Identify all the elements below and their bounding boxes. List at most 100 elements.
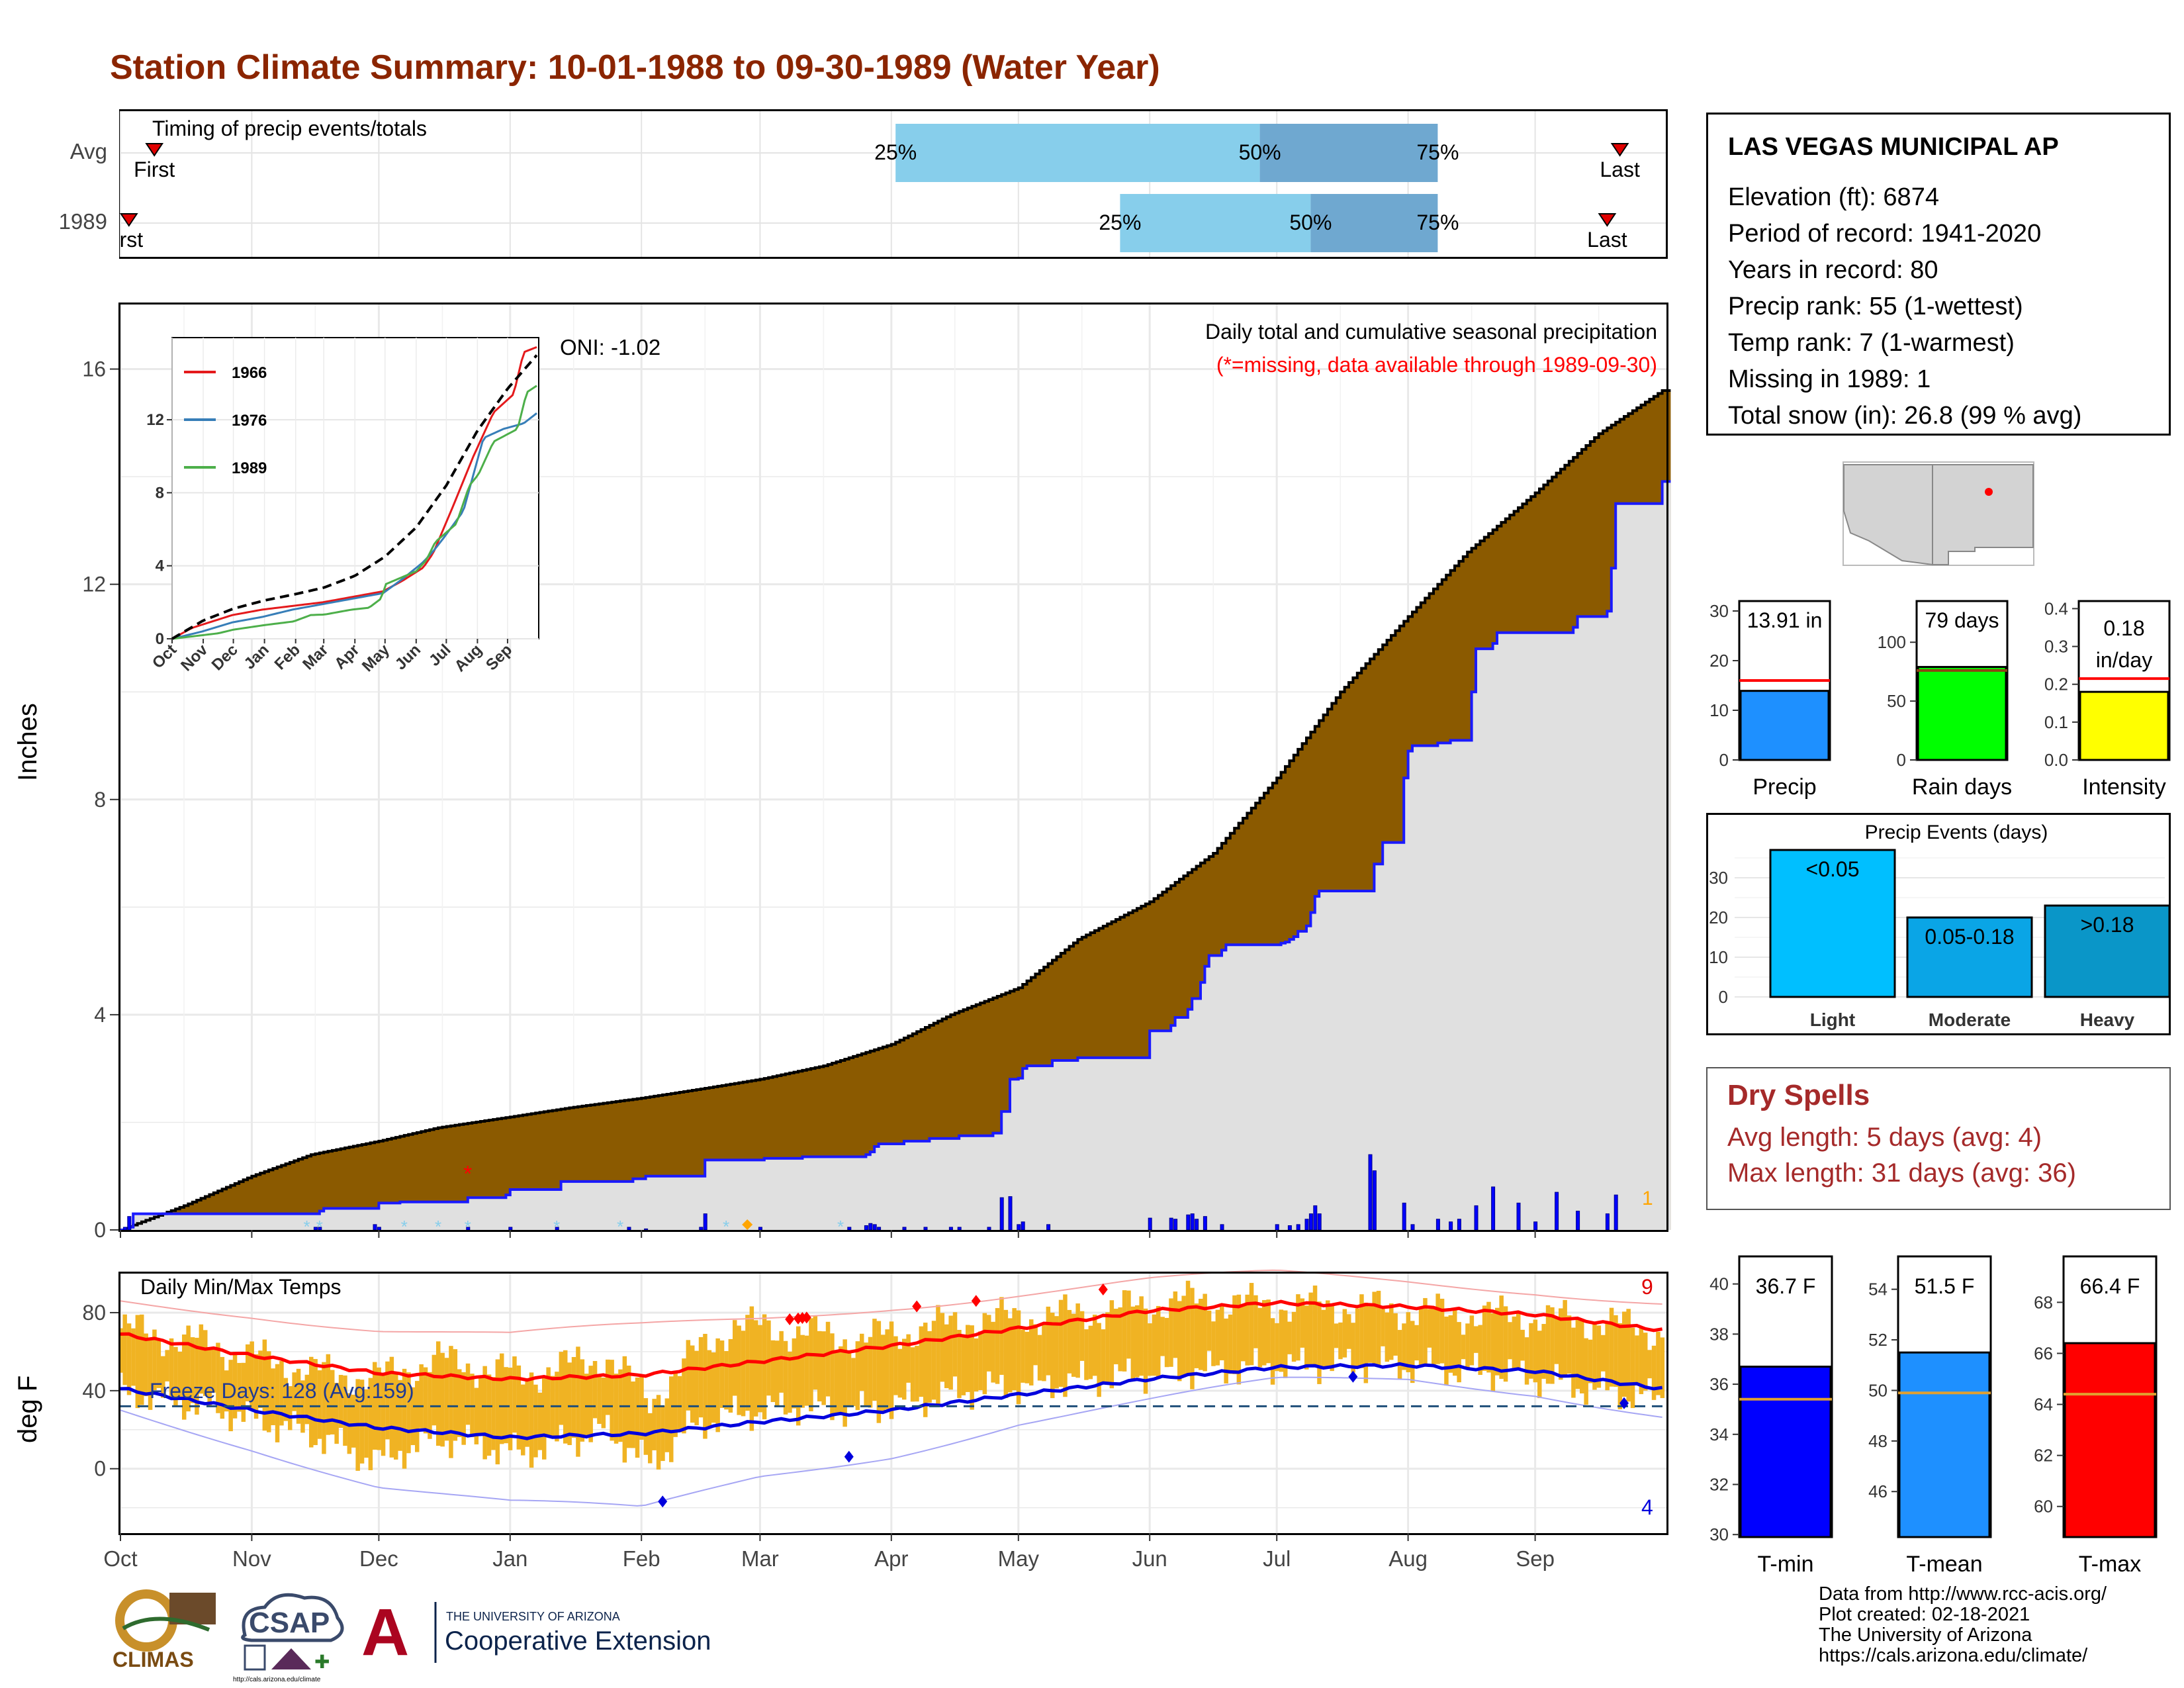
daily-temp-bar [800, 1335, 805, 1408]
summary-ytick-label: 50 [1887, 691, 1906, 711]
precip-observed-line [120, 480, 1671, 1231]
daily-temp-bar [1122, 1290, 1127, 1372]
daily-temp-bar [1432, 1308, 1436, 1367]
daily-precip-bar [1516, 1202, 1521, 1231]
daily-precip-bar [627, 1227, 631, 1231]
daily-precip-bar [1008, 1196, 1013, 1231]
daily-temp-bar [715, 1338, 720, 1432]
daily-temp-bar [957, 1330, 962, 1398]
daily-temp-bar [1156, 1305, 1161, 1380]
events-bar-moderate [1906, 916, 2033, 998]
timing-year-p25: 25% [1099, 211, 1141, 234]
daily-precip-bar [1203, 1216, 1207, 1231]
page-title: Station Climate Summary: 10-01-1988 to 0… [110, 48, 1160, 87]
daily-temp-bar [563, 1350, 568, 1444]
daily-precip-bar [877, 1227, 882, 1231]
inset-xtick-label: May [359, 641, 394, 676]
daily-temp-bar [135, 1315, 140, 1409]
inset-xtick-label: Aug [451, 641, 486, 675]
daily-temp-bar [737, 1325, 741, 1415]
daily-temp-bar [1109, 1300, 1115, 1389]
daily-temp-bar [317, 1370, 322, 1439]
daily-temp-bar [258, 1350, 263, 1408]
daily-temp-bar [724, 1351, 729, 1410]
daily-temp-bar [322, 1362, 326, 1454]
daily-temp-bar [970, 1325, 974, 1410]
record-max-line [120, 1269, 1662, 1333]
daily-temp-bar [669, 1376, 674, 1462]
daily-temp-bar [1584, 1338, 1588, 1405]
daily-temp-bar [881, 1335, 886, 1413]
daily-temp-bar [1575, 1319, 1580, 1389]
inset-xtick-label: Jun [392, 641, 424, 673]
temp-summary-ytick-label: 48 [1868, 1431, 1888, 1451]
daily-temp-bar [207, 1349, 212, 1406]
daily-temp-bar [1190, 1288, 1195, 1389]
daily-temp-bar [792, 1338, 797, 1409]
month-label: Nov [232, 1546, 271, 1571]
temp-summary-value-label: 66.4 F [2080, 1274, 2140, 1298]
station-period: Period of record: 1941-2020 [1728, 220, 2042, 248]
daily-temp-bar [592, 1361, 598, 1419]
daily-temp-bar [1228, 1314, 1233, 1374]
daily-temp-bar [775, 1340, 780, 1406]
daily-temp-bar [1605, 1323, 1610, 1391]
daily-temp-bar [906, 1334, 911, 1383]
daily-temp-bar [1550, 1307, 1555, 1384]
events-ytick-label: 0 [1719, 987, 1728, 1007]
snow-marker: * [617, 1217, 623, 1237]
daily-temp-bar [495, 1359, 500, 1465]
month-label: Oct [103, 1546, 137, 1571]
precip-subtitle: (*=missing, data available through 1989-… [1216, 353, 1657, 377]
daily-temp-bar [1524, 1337, 1529, 1385]
summary-ytick-label: 100 [1878, 632, 1906, 652]
daily-temp-bar [897, 1348, 903, 1398]
daily-temp-bar [275, 1364, 280, 1442]
daily-temp-bar [122, 1314, 127, 1385]
month-label: Jun [1132, 1546, 1167, 1571]
daily-temp-bar [1279, 1309, 1284, 1372]
daily-temp-bar [368, 1378, 373, 1470]
daily-temp-bar [1639, 1326, 1644, 1395]
daily-precip-bar [1287, 1225, 1292, 1231]
daily-temp-bar [1063, 1294, 1068, 1397]
daily-temp-bar [279, 1360, 284, 1426]
daily-temp-bar [224, 1370, 229, 1412]
daily-temp-bar [220, 1356, 225, 1419]
temp-summary-ytick-label: 40 [1709, 1274, 1729, 1294]
missing-count: 1 [1642, 1188, 1653, 1209]
inset-ytick-label: 0 [156, 630, 164, 648]
daily-temp-bar [961, 1337, 966, 1395]
daily-temp-bar [1478, 1325, 1482, 1375]
daily-temp-bar [1656, 1331, 1661, 1395]
daily-temp-bar [1554, 1317, 1559, 1364]
daily-temp-bar [677, 1376, 682, 1432]
timing-year-p75: 75% [1416, 211, 1459, 234]
daily-temp-bar [512, 1356, 517, 1433]
daily-temp-bar [1262, 1299, 1267, 1366]
inset-legend-label: 1966 [232, 364, 267, 382]
daily-temp-bar [381, 1374, 386, 1456]
daily-precip-bar [1457, 1219, 1461, 1231]
daily-temp-bar [516, 1365, 522, 1450]
daily-precip-bar [377, 1227, 381, 1231]
daily-temp-bar [533, 1384, 538, 1458]
month-label: Mar [741, 1546, 779, 1571]
daily-temp-bar [1580, 1320, 1584, 1393]
inset-series-1976 [171, 412, 537, 640]
summary-bar-intensity [2079, 690, 2169, 761]
daily-temp-bar [241, 1362, 246, 1422]
daily-temp-bar [300, 1380, 305, 1433]
timing-year-last-label: Last [1587, 228, 1627, 252]
daily-temp-bar [1135, 1305, 1140, 1378]
daily-temp-bar [262, 1339, 267, 1431]
month-label: Jan [492, 1546, 527, 1571]
temp-summary-bars: 30 32 34 36 38 40 36.7 F T-min 46 48 50 52 54 51.5 F T… [1709, 1255, 2158, 1577]
daily-temp-bar [1461, 1335, 1466, 1360]
daily-temp-bar [673, 1372, 678, 1437]
daily-temp-bar [783, 1340, 788, 1415]
daily-temp-bar [817, 1331, 822, 1402]
summary-category-label: Rain days [1912, 774, 2012, 800]
summary-bar-rain-days [1917, 666, 2007, 761]
events-title: Precip Events (days) [1865, 821, 2048, 843]
